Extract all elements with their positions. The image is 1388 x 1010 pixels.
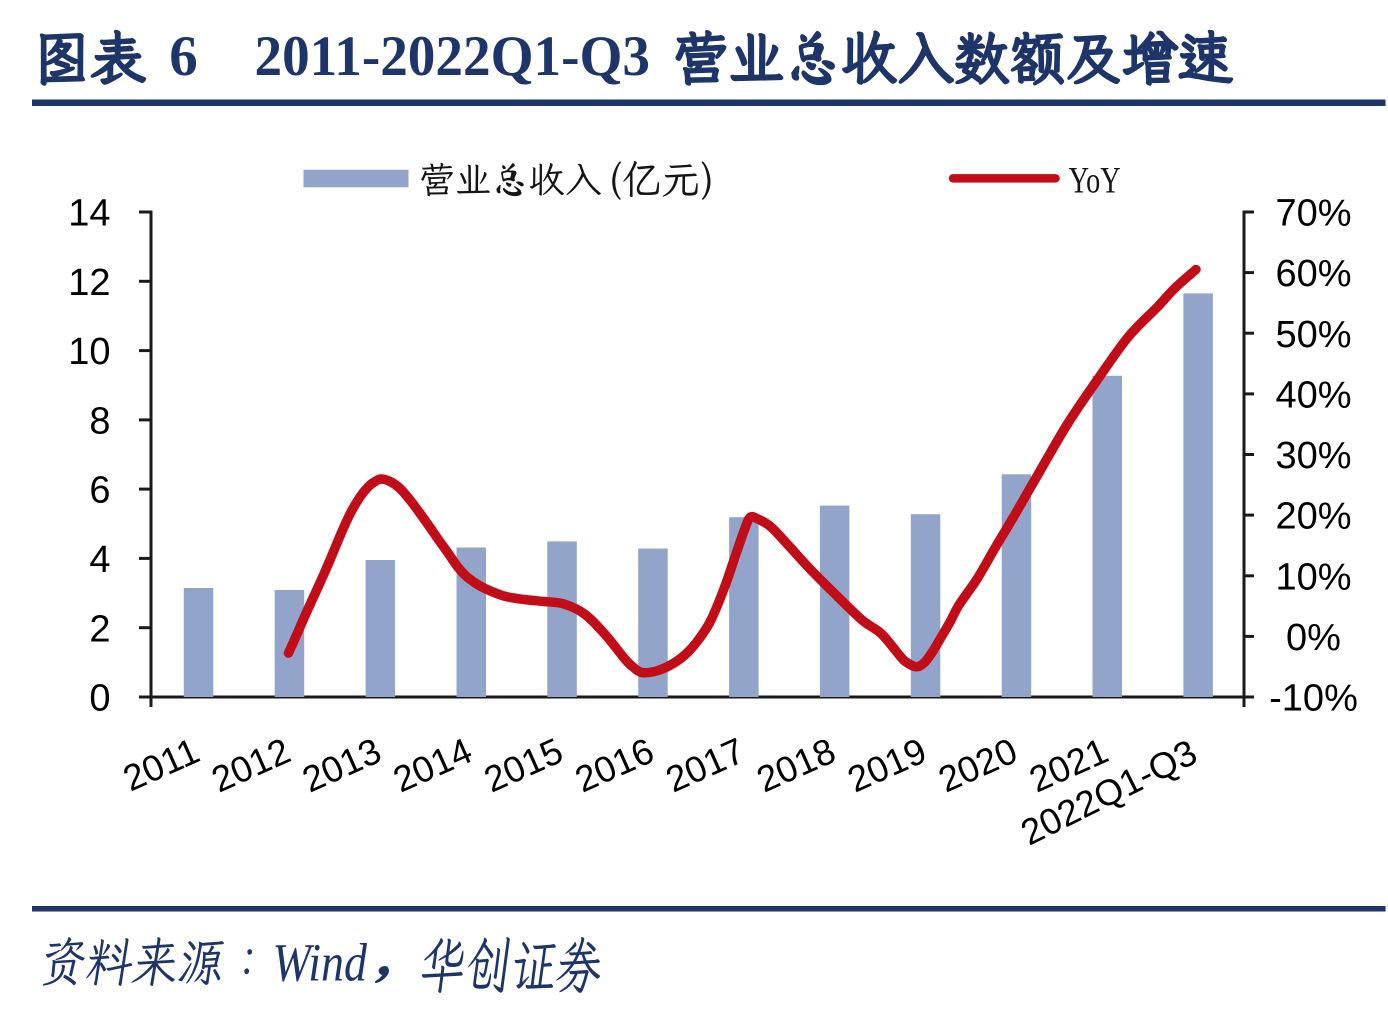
svg-text:8: 8 bbox=[89, 401, 110, 443]
svg-text:6: 6 bbox=[89, 470, 110, 512]
svg-text:12: 12 bbox=[68, 262, 110, 304]
svg-text:20%: 20% bbox=[1275, 496, 1351, 538]
svg-text:-10%: -10% bbox=[1269, 678, 1358, 720]
svg-text:40%: 40% bbox=[1275, 375, 1351, 417]
svg-text:14: 14 bbox=[68, 193, 110, 235]
svg-text:2011-2022Q1-Q3: 2011-2022Q1-Q3 bbox=[255, 25, 651, 88]
svg-text:0: 0 bbox=[89, 678, 110, 720]
svg-text:2: 2 bbox=[89, 608, 110, 650]
svg-text:10%: 10% bbox=[1275, 556, 1351, 598]
svg-text:4: 4 bbox=[89, 539, 110, 581]
svg-text:YoY: YoY bbox=[1069, 161, 1121, 202]
svg-text:30%: 30% bbox=[1275, 435, 1351, 477]
svg-text:50%: 50% bbox=[1275, 314, 1351, 356]
svg-text:10: 10 bbox=[68, 331, 110, 373]
svg-text:70%: 70% bbox=[1275, 193, 1351, 235]
svg-text:Wind: Wind bbox=[273, 933, 368, 993]
svg-text:0%: 0% bbox=[1286, 617, 1341, 659]
svg-text:6: 6 bbox=[169, 25, 198, 88]
svg-text:60%: 60% bbox=[1275, 253, 1351, 295]
